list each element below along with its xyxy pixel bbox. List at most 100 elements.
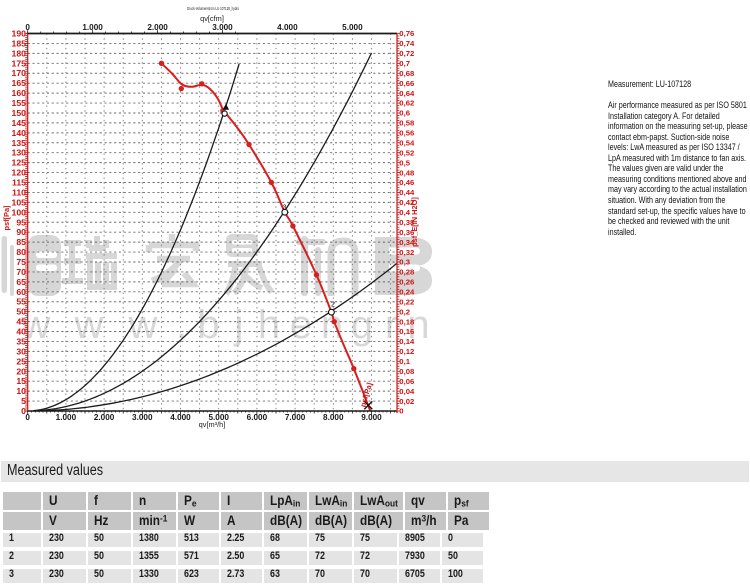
svg-text:140: 140 [12, 128, 27, 138]
svg-text:2.000: 2.000 [94, 413, 115, 422]
svg-text:4.000: 4.000 [277, 23, 298, 32]
svg-text:50: 50 [16, 307, 26, 317]
svg-text:190: 190 [12, 29, 27, 39]
svg-text:0: 0 [21, 406, 26, 416]
svg-text:120: 120 [12, 168, 27, 178]
svg-text:0,52: 0,52 [399, 148, 414, 157]
svg-text:0,12: 0,12 [399, 347, 414, 356]
svg-text:0,18: 0,18 [399, 317, 415, 326]
svg-text:2: 2 [331, 299, 335, 308]
svg-text:0,14: 0,14 [399, 337, 415, 346]
svg-text:0: 0 [25, 23, 30, 32]
svg-text:0,72: 0,72 [399, 49, 414, 58]
svg-text:8.000: 8.000 [323, 413, 344, 422]
svg-text:0,56: 0,56 [399, 129, 414, 138]
svg-text:0,32: 0,32 [399, 248, 414, 257]
svg-text:155: 155 [12, 98, 27, 108]
svg-text:90: 90 [16, 227, 26, 237]
svg-text:9.000: 9.000 [361, 413, 382, 422]
svg-text:1.000: 1.000 [82, 23, 103, 32]
svg-text:0,46: 0,46 [399, 178, 414, 187]
svg-text:3.000: 3.000 [212, 23, 233, 32]
svg-text:70: 70 [16, 267, 26, 277]
svg-text:0,7: 0,7 [399, 59, 410, 68]
svg-text:.: . [176, 303, 187, 347]
svg-text:0,1: 0,1 [399, 357, 410, 366]
svg-text:75: 75 [16, 257, 26, 267]
svg-text:170: 170 [12, 68, 27, 78]
svg-text:15: 15 [16, 376, 26, 386]
svg-text:0,76: 0,76 [399, 29, 414, 38]
svg-text:0: 0 [25, 413, 30, 422]
svg-text:g: g [351, 303, 373, 347]
svg-text:0,36: 0,36 [399, 228, 414, 237]
svg-text:w: w [74, 303, 104, 347]
svg-text:0,3: 0,3 [399, 258, 410, 267]
svg-text:0,4: 0,4 [399, 208, 410, 217]
svg-text:5.000: 5.000 [208, 413, 229, 422]
svg-text:30: 30 [16, 346, 26, 356]
svg-text:55: 55 [16, 297, 26, 307]
svg-text:0,42: 0,42 [399, 198, 414, 207]
svg-text:0,38: 0,38 [399, 218, 415, 227]
svg-text:0,28: 0,28 [399, 268, 415, 277]
svg-text:180: 180 [12, 48, 27, 58]
svg-text:0,34: 0,34 [399, 238, 415, 247]
svg-text:r: r [385, 303, 398, 347]
svg-text:7.000: 7.000 [285, 413, 306, 422]
svg-text:3.000: 3.000 [132, 413, 153, 422]
svg-text:40: 40 [16, 327, 26, 337]
svg-text:60: 60 [16, 287, 26, 297]
svg-text:100: 100 [12, 207, 27, 217]
svg-text:0,66: 0,66 [399, 79, 414, 88]
svg-text:95: 95 [16, 217, 26, 227]
svg-text:110: 110 [12, 187, 26, 197]
svg-text:0,58: 0,58 [399, 119, 415, 128]
svg-text:185: 185 [12, 38, 27, 48]
svg-text:0,6: 0,6 [399, 109, 410, 118]
svg-text:0,08: 0,08 [399, 367, 415, 376]
svg-text:0,74: 0,74 [399, 39, 415, 48]
svg-text:5: 5 [21, 396, 26, 406]
svg-text:0,48: 0,48 [399, 168, 415, 177]
svg-text:b: b [197, 303, 219, 347]
svg-text:psf[Pa]: psf[Pa] [2, 205, 11, 231]
svg-text:0,06: 0,06 [399, 377, 414, 386]
svg-text:0,16: 0,16 [399, 327, 414, 336]
svg-text:145: 145 [12, 118, 27, 128]
svg-text:0,54: 0,54 [399, 139, 415, 148]
svg-text:n: n [407, 303, 429, 347]
svg-text:0,64: 0,64 [399, 89, 415, 98]
svg-text:160: 160 [12, 88, 27, 98]
svg-text:0,62: 0,62 [399, 99, 414, 108]
svg-text:h: h [258, 303, 280, 347]
svg-text:85: 85 [16, 237, 26, 247]
svg-text:0: 0 [399, 407, 403, 416]
svg-text:175: 175 [12, 58, 27, 68]
svg-text:j: j [234, 303, 244, 347]
svg-text:135: 135 [12, 138, 27, 148]
svg-text:115: 115 [12, 178, 26, 188]
svg-text:0,22: 0,22 [399, 297, 414, 306]
svg-text:35: 35 [16, 337, 26, 347]
svg-text:psf_E[IN H2O]: psf_E[IN H2O] [410, 197, 419, 247]
svg-text:qv[m³/h]: qv[m³/h] [199, 420, 226, 429]
svg-text:0,26: 0,26 [399, 278, 414, 287]
svg-text:1.000: 1.000 [56, 413, 77, 422]
svg-text:0,24: 0,24 [399, 288, 415, 297]
svg-text:3: 3 [282, 202, 286, 211]
svg-text:qv[cfm]: qv[cfm] [200, 14, 224, 23]
svg-text:2.000: 2.000 [147, 23, 168, 32]
svg-text:Druck-Volumenstrom LU-107128_h: Druck-Volumenstrom LU-107128_hydro [187, 6, 239, 11]
svg-text:0,02: 0,02 [399, 397, 414, 406]
svg-text:165: 165 [12, 78, 27, 88]
svg-text:6.000: 6.000 [247, 413, 268, 422]
svg-text:45: 45 [16, 317, 26, 327]
svg-text:0,44: 0,44 [399, 188, 415, 197]
svg-text:105: 105 [12, 197, 27, 207]
svg-text:0,5: 0,5 [399, 158, 410, 167]
svg-text:0,2: 0,2 [399, 307, 410, 316]
svg-text:4.000: 4.000 [170, 413, 191, 422]
svg-text:65: 65 [16, 277, 26, 287]
svg-text:20: 20 [16, 366, 26, 376]
